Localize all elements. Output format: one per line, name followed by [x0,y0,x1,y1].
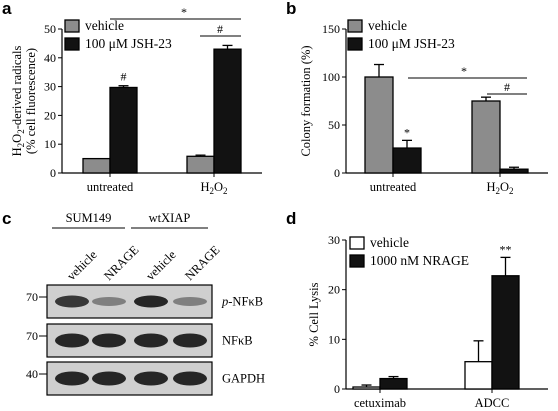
blot-row-label: p-NFκB [221,295,263,309]
chart-a-annotation-star: * [181,5,187,19]
chart-d-legend-label: 1000 nM NRAGE [370,253,469,268]
blot-lane-label: NRAGE [101,243,142,284]
chart-a-xtick-label: H2O2 [200,180,227,196]
chart-a-legend-label: 100 μM JSH-23 [85,36,172,51]
chart-b-ytick-label: 150 [322,22,340,36]
blot-strip [46,284,213,319]
panel-label-a: a [2,0,12,18]
blot-band [134,333,168,348]
chart-d-bar-treatment [379,377,408,390]
blot-marker-label: 70 [26,290,38,304]
blot-band [55,371,89,386]
chart-d-bar-treatment [491,275,520,390]
blot-lane-label: vehicle [143,247,179,283]
chart-a-bar-vehicle [82,157,111,174]
chart-a-annotation-hash: # [217,22,223,36]
blot-marker-label: 40 [26,367,38,381]
chart-a-legend-swatch [64,19,80,33]
chart-b-bar-vehicle [471,100,501,174]
chart-d-annotation-double-star: ** [500,242,512,256]
blot-marker-label: 70 [26,329,38,343]
chart-b-xtick-label: untreated [370,180,417,194]
chart-d-ytick-label: 10 [328,332,340,346]
chart-d-legend-swatch [349,236,365,250]
chart-b-bar-treatment [392,147,422,174]
chart-a-xtick-label: untreated [87,180,134,194]
blot-band [92,333,126,348]
chart-b-legend-swatch [347,19,363,33]
blot-band [173,371,207,386]
chart-d-bar-vehicle [464,361,493,390]
chart-b-ytick-label: 100 [322,70,340,84]
chart-panel-d: 0 10 20 30 cetuximab ADCC vehicle 1000 nM NRAGE… [307,233,548,410]
blot-lane-label: NRAGE [182,243,223,284]
chart-a-y-axis-label: (% cell fluorescence) [24,48,38,154]
chart-a-annotation-hash: # [121,70,127,84]
chart-a-ytick-label: 10 [44,137,56,151]
chart-a-ytick-label: 0 [50,166,56,180]
chart-a-y-axis-label: H2O2-derived radicals [10,46,26,157]
panel-label-c: c [2,209,11,228]
chart-a-bar-vehicle [186,155,215,174]
blot-band [173,297,207,306]
chart-b-bar-vehicle [364,76,394,174]
chart-a-legend-label: vehicle [85,18,124,33]
chart-d-xtick-label: ADCC [475,396,510,410]
chart-b-ytick-label: 0 [334,166,340,180]
chart-b-legend-label: 100 μM JSH-23 [368,36,455,51]
chart-d-legend-swatch [349,254,365,268]
chart-b-ytick-label: 50 [328,118,340,132]
chart-a-ytick-label: 30 [44,80,56,94]
chart-panel-b: 0 50 100 150 untreated H2O2 vehicle 100 μM JSH-… [299,18,548,196]
blot-row-label: NFκB [222,334,253,348]
chart-a-ytick-label: 40 [44,51,56,65]
panel-label-d: d [286,209,296,228]
chart-b-annotation-star: * [404,125,410,139]
chart-b-annotation-star: * [461,64,467,78]
chart-a-ytick-label: 20 [44,108,56,122]
blot-lane-label: vehicle [64,247,100,283]
chart-d-ytick-label: 20 [328,283,340,297]
chart-d-y-axis-label: % Cell Lysis [307,282,321,346]
chart-b-legend-label: vehicle [368,18,407,33]
chart-a-ytick-label: 50 [44,22,56,36]
chart-d-xtick-label: cetuximab [354,396,406,410]
chart-d-bar-vehicle [352,386,381,390]
chart-d-ytick-label: 30 [328,233,340,247]
chart-b-legend-swatch [347,37,363,51]
chart-d-legend-label: vehicle [370,235,409,250]
blot-group-label: wtXIAP [149,211,191,225]
chart-panel-a: 0 10 20 30 40 50 untreated H2O2 vehicle 100 μM JS… [10,5,262,196]
chart-a-legend-swatch [64,37,80,51]
chart-a-bar-treatment [109,86,138,174]
blot-band [55,333,89,348]
blot-group-label: SUM149 [66,211,112,225]
panel-label-b: b [286,0,296,18]
chart-d-ytick-label: 0 [334,382,340,396]
blot-band [134,371,168,386]
chart-b-xtick-label: H2O2 [486,180,513,196]
blot-row-label: GAPDH [222,372,265,386]
blot-band [92,371,126,386]
blot-band [92,297,126,306]
chart-a-bar-treatment [213,48,242,174]
blot-band [55,295,89,308]
blot-band [173,333,207,348]
chart-b-annotation-hash: # [504,80,510,94]
chart-b-bar-treatment [499,168,529,174]
chart-b-y-axis-label: Colony formation (%) [299,45,313,156]
blot-band [134,295,168,308]
